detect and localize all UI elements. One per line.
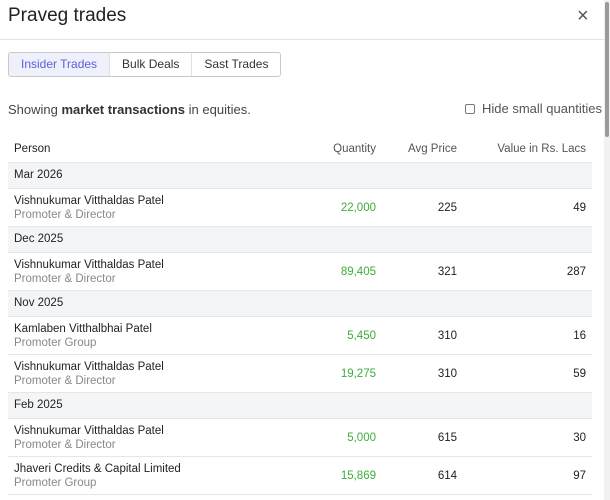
value: 287 [566, 266, 586, 278]
column-header: Person [14, 143, 51, 155]
avg-price: 310 [437, 368, 457, 380]
person-role: Promoter Group [14, 477, 97, 489]
trade-row: Vishnukumar Vitthaldas Patel Promoter & D… [8, 419, 592, 457]
description-text: in equities. [185, 102, 251, 117]
person-name: Vishnukumar Vitthaldas Patel [14, 259, 164, 271]
trades-table: Person Quantity Avg Price Value in Rs. Lacs… [8, 137, 592, 495]
description: Showing market transactions in equities. [8, 102, 251, 117]
person-name: Vishnukumar Vitthaldas Patel [14, 425, 164, 437]
column-header: Avg Price [407, 143, 457, 155]
quantity: 5,450 [347, 330, 376, 342]
description-text: Showing [8, 102, 62, 117]
description-bold: market transactions [61, 102, 186, 117]
column-header: Quantity [333, 143, 376, 155]
quantity: 15,869 [340, 470, 376, 482]
avg-price: 225 [437, 202, 457, 214]
value: 49 [573, 202, 586, 214]
trade-row: Kamlaben Vitthalbhai Patel Promoter Group… [8, 317, 592, 355]
avg-price: 321 [437, 266, 457, 278]
group-row: Mar 2026 [8, 163, 592, 189]
avg-price: 310 [437, 330, 457, 342]
avg-price: 615 [437, 432, 457, 444]
trade-row: Vishnukumar Vitthaldas Patel Promoter & D… [8, 189, 592, 227]
person-role: Promoter & Director [14, 375, 116, 387]
group-label: Mar 2026 [14, 169, 63, 181]
value: 97 [573, 470, 586, 482]
group-row: Feb 2025 [8, 393, 592, 419]
quantity: 19,275 [340, 368, 376, 380]
tab[interactable]: Insider Trades [9, 53, 110, 76]
checkbox-label: Hide small quantities [482, 101, 602, 116]
modal-title: Praveg trades [8, 5, 127, 26]
quantity: 89,405 [340, 266, 376, 278]
quantity: 5,000 [347, 432, 376, 444]
tab[interactable]: Sast Trades [191, 53, 280, 76]
person-name: Vishnukumar Vitthaldas Patel [14, 361, 164, 373]
tab[interactable]: Bulk Deals [109, 53, 191, 76]
divider [0, 39, 604, 40]
person-name: Vishnukumar Vitthaldas Patel [14, 195, 164, 207]
value: 16 [573, 330, 586, 342]
person-role: Promoter & Director [14, 273, 116, 285]
close-button[interactable]: × [577, 5, 589, 27]
trade-row: Vishnukumar Vitthaldas Patel Promoter & D… [8, 253, 592, 291]
scrollbar-thumb[interactable] [605, 2, 609, 137]
person-name: Kamlaben Vitthalbhai Patel [14, 323, 152, 335]
person-role: Promoter & Director [14, 439, 116, 451]
group-label: Nov 2025 [14, 297, 64, 309]
person-role: Promoter & Director [14, 209, 116, 221]
value: 30 [573, 432, 586, 444]
trade-row: Jhaveri Credits & Capital Limited Promote… [8, 457, 592, 495]
person-role: Promoter Group [14, 337, 97, 349]
group-row: Dec 2025 [8, 227, 592, 253]
trade-row: Vishnukumar Vitthaldas Patel Promoter & D… [8, 355, 592, 393]
table-header: Person Quantity Avg Price Value in Rs. Lacs [8, 137, 592, 163]
quantity: 22,000 [340, 202, 376, 214]
group-label: Dec 2025 [14, 233, 64, 245]
checkbox[interactable] [465, 103, 475, 114]
filter-checkbox[interactable]: Hide small quantities [465, 101, 602, 116]
avg-price: 614 [437, 470, 457, 482]
value: 59 [573, 368, 586, 380]
person-name: Jhaveri Credits & Capital Limited [14, 463, 181, 475]
group-label: Feb 2025 [14, 399, 63, 411]
column-header: Value in Rs. Lacs [497, 143, 586, 155]
group-row: Nov 2025 [8, 291, 592, 317]
scrollbar[interactable] [604, 0, 610, 500]
tab-group: Insider Trades Bulk Deals Sast Trades [8, 52, 282, 77]
